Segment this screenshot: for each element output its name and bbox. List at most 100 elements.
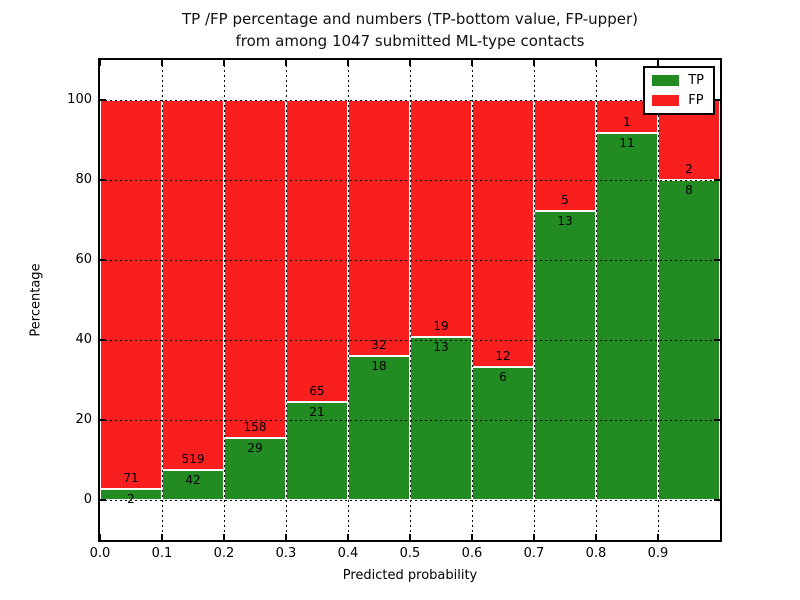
x-tick-label: 0.5 — [399, 546, 421, 561]
tick-mark — [409, 534, 411, 540]
bar-label-fp: 71 — [123, 471, 139, 486]
tick-mark — [347, 534, 349, 540]
bar-segment-tp — [534, 211, 596, 500]
tick-mark — [100, 419, 106, 421]
x-axis-label: Predicted probability — [342, 568, 478, 583]
tick-mark — [714, 179, 720, 181]
bar-segment-tp — [472, 366, 534, 500]
tick-mark — [100, 99, 106, 101]
y-axis-label: Percentage — [28, 263, 44, 337]
bar-segment-fp — [162, 100, 224, 471]
bar-label-tp: 13 — [433, 340, 449, 355]
tick-mark — [533, 534, 535, 540]
tick-mark — [595, 60, 597, 66]
bar-segment-fp — [224, 100, 286, 438]
legend-swatch-tp — [652, 75, 680, 86]
bar-label-tp: 29 — [247, 440, 263, 455]
tick-mark — [714, 419, 720, 421]
bar-label-fp: 65 — [309, 384, 325, 399]
legend-swatch-fp — [652, 95, 680, 106]
tick-mark — [657, 60, 659, 66]
y-tick-label: 80 — [75, 172, 92, 187]
bar-label-tp: 11 — [619, 136, 635, 151]
x-tick-label: 0.2 — [213, 546, 235, 561]
bar-label-tp: 21 — [309, 405, 325, 420]
gridline-v — [409, 60, 411, 540]
tick-mark — [161, 60, 163, 66]
y-tick-label: 20 — [75, 412, 92, 427]
gridline-v — [471, 60, 473, 540]
bar-segment-fp — [534, 100, 596, 212]
tick-mark — [100, 259, 106, 261]
tick-mark — [99, 534, 101, 540]
tick-mark — [347, 60, 349, 66]
y-tick-label: 100 — [67, 92, 92, 107]
bar-label-fp: 32 — [371, 338, 387, 352]
tick-mark — [714, 499, 720, 501]
tick-mark — [100, 339, 106, 341]
legend: TP FP — [643, 66, 715, 115]
legend-entry: FP — [652, 93, 704, 108]
bar-label-fp: 12 — [495, 348, 511, 363]
tick-mark — [285, 534, 287, 540]
tick-mark — [99, 60, 101, 66]
bar-segment-fp — [410, 100, 472, 338]
tick-mark — [533, 60, 535, 66]
y-tick-label: 0 — [83, 492, 92, 507]
bar-segment-fp — [286, 100, 348, 403]
gridline-v — [161, 60, 163, 540]
bar-label-tp: 6 — [499, 369, 507, 384]
x-tick-label: 0.9 — [647, 546, 669, 561]
bar-label-fp: 19 — [433, 319, 449, 334]
gridline-v — [347, 60, 349, 540]
bar-segment-fp — [472, 100, 534, 367]
x-tick-label: 0.7 — [523, 546, 545, 561]
bar-label-fp: 1 — [623, 115, 631, 130]
tick-mark — [714, 99, 720, 101]
bar-label-tp: 13 — [557, 214, 573, 229]
gridline-v — [223, 60, 225, 540]
bar-segment-tp — [596, 133, 658, 500]
gridline-v — [285, 60, 287, 540]
y-tick-label: 40 — [75, 332, 92, 347]
bar-segment-tp — [348, 356, 410, 500]
bar-label-fp: 5 — [561, 193, 569, 208]
tick-mark — [100, 179, 106, 181]
bar-label-tp: 18 — [371, 359, 387, 373]
tick-mark — [471, 60, 473, 66]
x-tick-label: 0.0 — [89, 546, 111, 561]
bar-segment-fp — [348, 100, 410, 356]
legend-label: FP — [688, 93, 704, 108]
tick-mark — [285, 60, 287, 66]
tick-mark — [100, 499, 106, 501]
x-tick-label: 0.3 — [275, 546, 297, 561]
tick-mark — [409, 60, 411, 66]
x-tick-label: 0.8 — [585, 546, 607, 561]
tick-mark — [595, 534, 597, 540]
bar-label-tp: 2 — [127, 492, 135, 507]
bar-label-fp: 158 — [243, 419, 267, 434]
x-tick-label: 0.1 — [151, 546, 173, 561]
plot-area: TP FP 71 2 519 42 158 29 65 21 32 18 19 13 12 6 5 13 1 11 2… — [98, 58, 722, 542]
tick-mark — [471, 534, 473, 540]
chart-title-line1: TP /FP percentage and numbers (TP-bottom… — [182, 10, 638, 28]
gridline-v — [595, 60, 597, 540]
legend-entry: TP — [652, 73, 704, 88]
gridline-v — [533, 60, 535, 540]
x-tick-label: 0.4 — [337, 546, 359, 561]
x-tick-label: 0.6 — [461, 546, 483, 561]
tick-mark — [714, 259, 720, 261]
chart-title-line2: from among 1047 submitted ML-type contac… — [235, 32, 585, 50]
y-tick-label: 60 — [75, 252, 92, 267]
tick-mark — [657, 534, 659, 540]
bar-label-fp: 519 — [181, 452, 205, 467]
tick-mark — [223, 60, 225, 66]
bar-segment-fp — [100, 100, 162, 490]
bar-label-fp: 2 — [685, 162, 693, 176]
legend-label: TP — [688, 73, 704, 88]
bar-label-tp: 8 — [685, 183, 693, 197]
tick-mark — [223, 534, 225, 540]
gridline-v — [657, 60, 659, 540]
bar-segment-tp — [224, 437, 286, 500]
